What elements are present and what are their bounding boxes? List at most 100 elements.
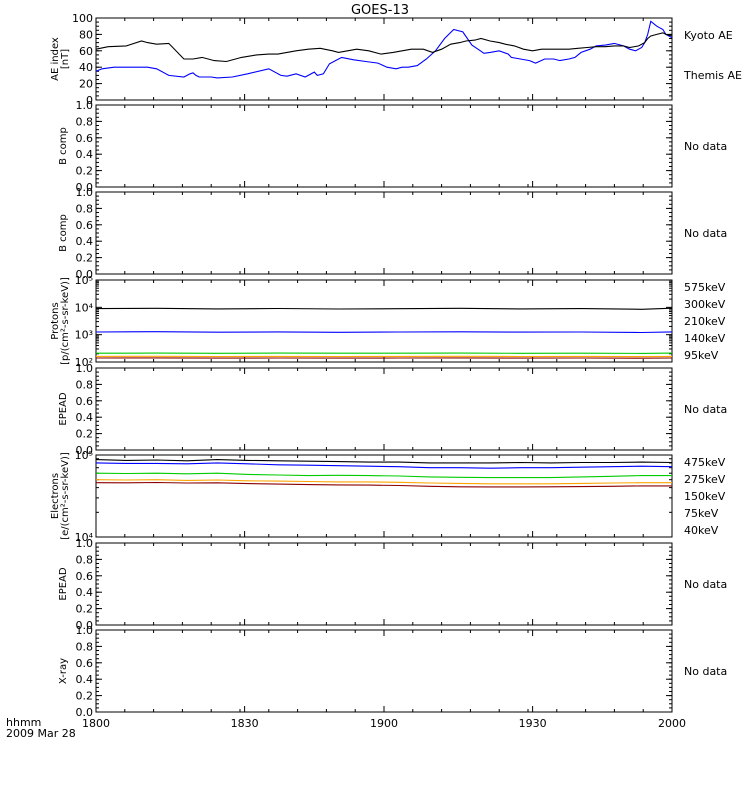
y-tick-label: 0.4 [76,673,94,686]
x-tick-label: 1800 [82,717,110,730]
y-tick-label: 80 [79,28,93,41]
panel-frame [95,367,673,451]
y-axis-label: Protons [50,302,61,339]
x-tick-label: 2000 [658,717,686,730]
panel-epead2: 0.0 0.2 0.4 0.6 0.8 1.0 EPEAD No data [58,537,727,632]
y-tick-label: 100 [72,12,93,25]
y-tick-label: 0.6 [76,395,94,408]
series-line-140kev [95,331,673,334]
y-tick-label: 1.0 [76,537,94,550]
y-tick-label: 40 [79,61,93,74]
y-tick-label: 10² [75,356,93,369]
y-tick-label: 0.0 [76,268,94,281]
y-tick-label: 0.0 [76,444,94,457]
y-axis-label: EPEAD [58,392,69,426]
date-label: 2009 Mar 28 [6,727,76,740]
y-tick-label: 0.8 [76,115,94,128]
y-axis-label: AE index [50,37,61,81]
no-data-label: No data [684,140,727,153]
panel-frame [95,17,673,101]
time-units-label: hhmm [6,716,41,729]
y-axis-label: [nT] [60,49,71,69]
legend-entry: 475keV [684,456,726,469]
y-tick-label: 1.0 [76,186,94,199]
y-axis-label: Electrons [50,473,61,519]
series-line-150kev [95,472,672,479]
y-tick-label: 0.6 [76,657,94,670]
y-tick-label: 0.8 [76,202,94,215]
y-tick-label: 1.0 [76,362,94,375]
series-line-75kev [95,462,673,469]
legend-entry: Themis AE [683,69,742,82]
y-tick-label: 0.4 [76,148,94,161]
y-tick-label: 0.6 [76,132,94,145]
y-axis-label: X-ray [58,658,69,684]
y-tick-label: 0.8 [76,553,94,566]
y-tick-label: 0.8 [76,640,94,653]
y-tick-label: 0.8 [76,378,94,391]
legend-entry: 140keV [684,332,726,345]
y-tick-label: 0.2 [76,603,94,616]
y-tick-label: 0.2 [76,165,94,178]
legend-entry: 75keV [684,507,719,520]
series-line-kyoto-ae [95,20,673,79]
no-data-label: No data [684,578,727,591]
series-line-275kev [95,479,672,485]
panel-b1: 0.0 0.2 0.4 0.6 0.8 1.0 B comp No data [58,99,727,194]
no-data-label: No data [684,227,727,240]
legend-entry: Kyoto AE [684,29,733,42]
y-tick-label: 0.2 [76,252,94,265]
legend-entry: 95keV [684,349,719,362]
panel-electrons: 10⁴ 10⁵ Electrons [e/(cm²-s-sr-keV)] 475keV 2… [50,449,726,544]
legend-entry: 150keV [684,490,726,503]
x-tick-label: 1900 [370,717,398,730]
panel-ae: 0 20 40 60 80 100 AE index [nT] Kyoto AE Themis A… [50,12,742,107]
y-tick-label: 0.6 [76,219,94,232]
y-tick-label: 0.6 [76,570,94,583]
panel-frame [95,542,673,626]
panel-frame [95,629,673,713]
panel-protons: 10² 10³ 10⁴ 10⁵ Protons [p/(cm²-s-sr-keV)] 575… [50,274,726,369]
y-tick-label: 0.2 [76,428,94,441]
y-tick-label: 1.0 [76,99,94,112]
legend-entry: 300keV [684,298,726,311]
y-tick-label: 0.0 [76,706,94,719]
y-tick-label: 10⁵ [75,274,93,287]
plot-panels: 0 20 40 60 80 100 AE index [nT] Kyoto AE Themis A… [50,12,742,730]
y-tick-label: 10⁴ [75,301,94,314]
y-tick-label: 0.4 [76,235,94,248]
y-tick-label: 1.0 [76,624,94,637]
chart-title: GOES-13 [351,3,409,18]
series-line-themis-ae [95,32,673,63]
y-tick-label: 0.0 [76,619,94,632]
y-tick-label: 0.4 [76,411,94,424]
y-tick-label: 10⁵ [75,449,93,462]
panel-frame [95,279,673,363]
y-tick-label: 20 [79,78,93,91]
legend-entry: 210keV [684,315,726,328]
panel-b2: 0.0 0.2 0.4 0.6 0.8 1.0 B comp No data [58,186,727,281]
x-tick-label: 1830 [231,717,259,730]
no-data-label: No data [684,665,727,678]
series-line-475kev [95,481,672,488]
panel-xray: 0.0 0.2 0.4 0.6 0.8 1.0 X-ray No data 1800 1830 19… [58,624,727,730]
y-tick-label: 10³ [75,329,93,342]
panel-frame [95,104,673,188]
legend-entry: 275keV [684,473,726,486]
y-tick-label: 60 [79,45,93,58]
y-axis-label: [e/(cm²-s-sr-keV)] [60,452,71,540]
legend-entry: 575keV [684,281,726,294]
y-tick-label: 0.0 [76,181,94,194]
series-line-40kev [95,459,673,464]
y-tick-label: 0.4 [76,586,94,599]
x-tick-label: 1930 [519,717,547,730]
y-tick-label: 10⁴ [75,531,94,544]
y-tick-label: 0.2 [76,690,94,703]
panel-epead1: 0.0 0.2 0.4 0.6 0.8 1.0 EPEAD No data [58,362,727,457]
y-axis-label: B comp [58,127,69,165]
y-tick-label: 0 [86,94,93,107]
legend-entry: 40keV [684,524,719,537]
y-axis-label: EPEAD [58,567,69,601]
panel-frame [95,191,673,275]
